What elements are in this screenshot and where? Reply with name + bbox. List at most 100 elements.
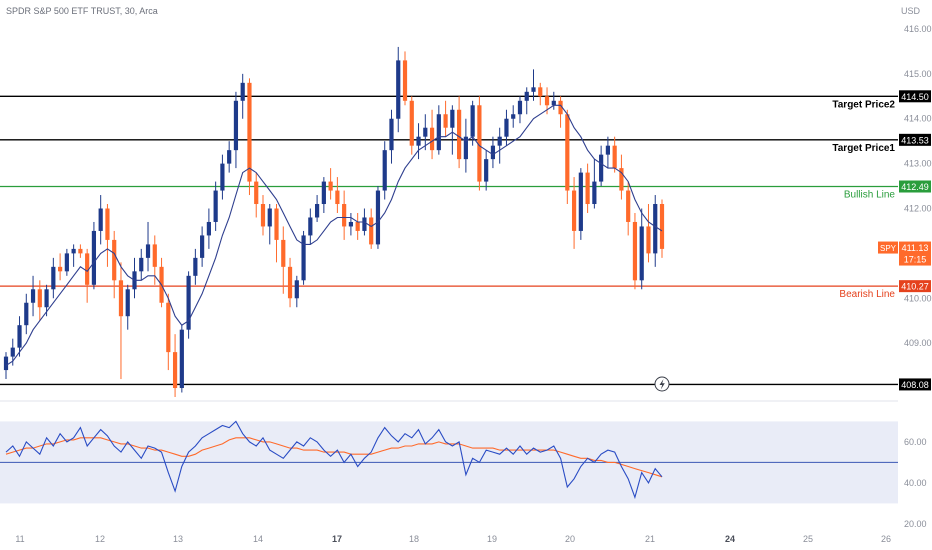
last-price-countdown: 17:15 bbox=[904, 255, 927, 265]
candle-body bbox=[389, 118, 394, 151]
candle bbox=[98, 195, 103, 245]
candle bbox=[632, 212, 638, 290]
candle bbox=[470, 100, 475, 146]
candle bbox=[619, 154, 624, 200]
candle bbox=[490, 136, 496, 169]
candle-body bbox=[457, 109, 462, 160]
candle bbox=[301, 230, 306, 285]
last-price-symbol-tag bbox=[878, 241, 898, 254]
candle-body bbox=[152, 244, 157, 267]
candle bbox=[342, 190, 347, 240]
candle bbox=[186, 271, 191, 339]
level-value-tag bbox=[899, 133, 931, 146]
candle bbox=[233, 91, 239, 169]
x-axis-tick: 20 bbox=[565, 534, 575, 544]
candle-body bbox=[193, 257, 198, 276]
candle-body bbox=[145, 244, 151, 258]
candle-body bbox=[206, 221, 211, 236]
candle-body bbox=[328, 181, 333, 191]
candle-body bbox=[470, 105, 475, 137]
candle bbox=[599, 145, 604, 187]
candle-body bbox=[490, 145, 496, 160]
price-axis-tick: 412.00 bbox=[904, 204, 932, 214]
candle bbox=[592, 159, 597, 209]
candle-body bbox=[362, 217, 367, 231]
candle bbox=[605, 136, 610, 169]
last-price-value: 411.13 bbox=[902, 243, 929, 253]
level-value-tag bbox=[899, 180, 931, 193]
candle-body bbox=[375, 190, 381, 245]
candle-body bbox=[538, 87, 543, 97]
candle bbox=[314, 195, 320, 222]
candle-body bbox=[220, 163, 225, 191]
candle-body bbox=[369, 217, 374, 245]
candle bbox=[551, 91, 556, 110]
candle-body bbox=[64, 253, 69, 272]
rsi-ma-line bbox=[5, 437, 663, 478]
last-price-tag bbox=[899, 241, 931, 266]
level-value-text: 410.27 bbox=[901, 282, 929, 292]
candle-body bbox=[118, 280, 124, 317]
candle-body bbox=[342, 204, 347, 227]
candle-body bbox=[484, 159, 489, 182]
candle bbox=[585, 163, 590, 213]
level-label: Target Price2 bbox=[832, 99, 895, 110]
candle-body bbox=[213, 190, 218, 222]
candle-body bbox=[24, 302, 29, 326]
candle bbox=[179, 325, 184, 393]
candle bbox=[402, 51, 408, 106]
candle-body bbox=[646, 226, 651, 254]
lightning-icon-bolt bbox=[659, 379, 665, 390]
candle bbox=[274, 204, 279, 263]
candle-body bbox=[517, 100, 523, 115]
x-axis-tick: 18 bbox=[409, 534, 419, 544]
candle-body bbox=[605, 145, 610, 155]
candle bbox=[17, 316, 22, 357]
candle-body bbox=[85, 253, 90, 285]
candle-body bbox=[78, 248, 83, 254]
candle bbox=[58, 253, 63, 281]
x-axis-tick: 12 bbox=[95, 534, 105, 544]
candle bbox=[30, 275, 36, 317]
candle-body bbox=[267, 208, 272, 227]
x-axis-tick: 11 bbox=[15, 534, 24, 544]
chart-title: SPDR S&P 500 ETF TRUST, 30, Arca bbox=[6, 6, 158, 16]
candle bbox=[254, 172, 259, 218]
candle-body bbox=[200, 235, 205, 258]
candle bbox=[626, 181, 631, 236]
candle-body bbox=[477, 105, 482, 182]
candle bbox=[37, 280, 42, 321]
candle bbox=[247, 78, 252, 196]
candle-body bbox=[423, 127, 428, 137]
candle bbox=[91, 221, 97, 290]
price-axis-tick: 409.00 bbox=[904, 338, 932, 348]
candle bbox=[328, 168, 333, 200]
candle bbox=[463, 118, 468, 173]
candle bbox=[335, 177, 340, 213]
x-axis-tick: 21 bbox=[645, 534, 655, 544]
candle bbox=[145, 221, 151, 272]
candle bbox=[409, 96, 414, 155]
level-value-text: 412.49 bbox=[901, 182, 929, 192]
candle-body bbox=[504, 118, 509, 137]
candle bbox=[659, 199, 665, 258]
level-value-text: 413.53 bbox=[901, 135, 929, 145]
last-price-symbol: SPY bbox=[880, 244, 897, 253]
candle bbox=[646, 204, 651, 263]
candle-body bbox=[179, 329, 184, 389]
x-axis-tick: 14 bbox=[253, 534, 263, 544]
candle-body bbox=[51, 266, 56, 290]
candle bbox=[64, 248, 69, 276]
candle-body bbox=[626, 190, 631, 222]
candle bbox=[294, 275, 299, 308]
level-label: Target Price1 bbox=[832, 143, 895, 154]
candle bbox=[213, 181, 218, 231]
level-value-tag bbox=[899, 90, 931, 103]
candle-body bbox=[254, 181, 259, 205]
candle-body bbox=[125, 289, 130, 317]
x-axis-tick: 13 bbox=[173, 534, 183, 544]
candle bbox=[200, 226, 205, 267]
candle-body bbox=[17, 325, 22, 348]
candle bbox=[240, 73, 245, 119]
